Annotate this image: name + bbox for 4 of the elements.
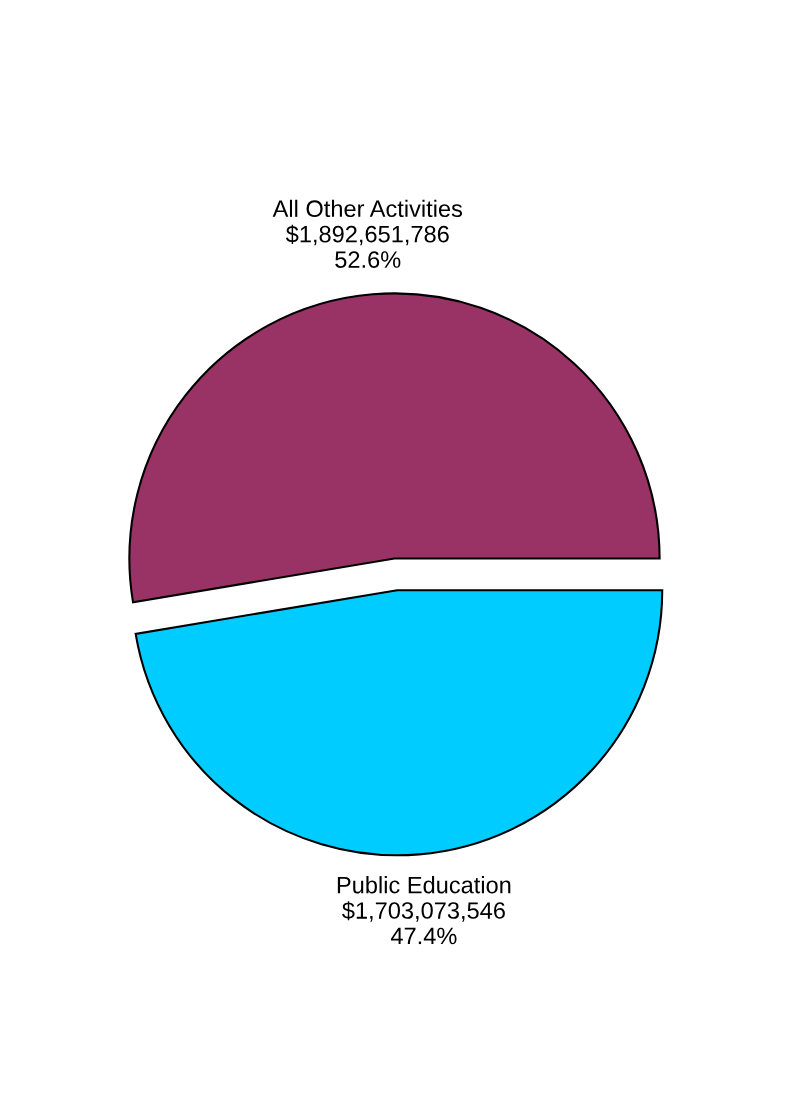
data-label: $1,892,651,786 52.6% <box>285 224 449 268</box>
slice-label: Public Education <box>337 876 511 894</box>
data-label: $1,703,073,546 47.4% <box>342 901 505 945</box>
slice-label: All Other Activities <box>272 199 463 218</box>
